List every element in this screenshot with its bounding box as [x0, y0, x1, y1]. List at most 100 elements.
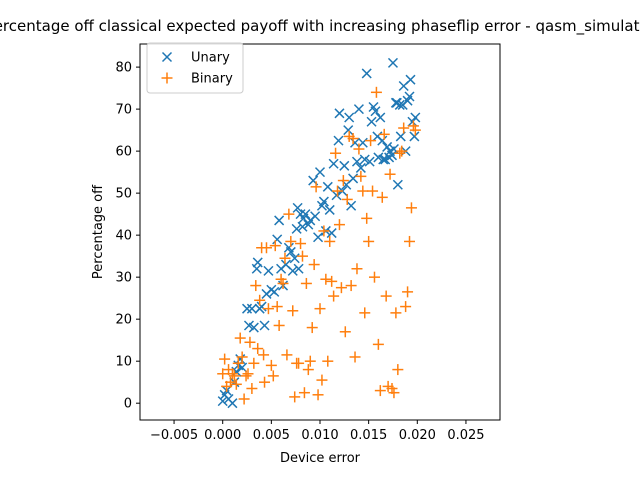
binary-point [394, 147, 406, 159]
unary-point [377, 135, 388, 146]
binary-point [269, 240, 281, 252]
binary-point [332, 185, 344, 197]
unary-point [366, 116, 377, 127]
unary-point [285, 246, 296, 257]
binary-point [337, 175, 349, 187]
binary-point [392, 364, 404, 376]
unary-point [370, 106, 381, 117]
binary-point [242, 368, 254, 380]
binary-point [293, 357, 305, 369]
binary-point [302, 364, 314, 376]
binary-point [271, 301, 283, 313]
binary-point [252, 343, 264, 355]
unary-point [361, 68, 372, 79]
unary-point [263, 265, 274, 276]
binary-point [390, 307, 402, 319]
binary-point [367, 185, 379, 197]
y-tick-label: 20 [115, 313, 132, 328]
unary-point [269, 286, 280, 297]
y-tick-label: 50 [115, 187, 132, 202]
binary-point [368, 271, 380, 283]
unary-point [353, 104, 364, 115]
y-tick-label: 0 [124, 397, 132, 412]
binary-point [316, 374, 328, 386]
binary-point [359, 307, 371, 319]
y-tick-label: 80 [115, 61, 132, 76]
binary-point [372, 338, 384, 350]
unary-point [274, 215, 285, 226]
unary-point [318, 196, 329, 207]
binary-point [250, 280, 262, 292]
binary-point [351, 263, 363, 275]
binary-point [409, 124, 421, 136]
binary-point [402, 286, 414, 298]
binary-point [361, 212, 373, 224]
binary-point [279, 252, 291, 264]
binary-point [405, 202, 417, 214]
binary-point [240, 370, 252, 382]
y-tick-label: 10 [115, 355, 132, 370]
binary-point [230, 378, 242, 390]
unary-point [310, 211, 321, 222]
unary-point [409, 131, 420, 142]
x-tick-label: −0.005 [150, 428, 198, 443]
x-tick-label: 0.010 [301, 428, 338, 443]
binary-point [277, 277, 289, 289]
binary-point [370, 86, 382, 98]
binary-point [363, 235, 375, 247]
binary-point [267, 370, 279, 382]
binary-point [224, 376, 236, 388]
data-points [217, 57, 421, 409]
legend: Unary Binary [146, 42, 244, 94]
binary-point [374, 385, 386, 397]
binary-point [388, 387, 400, 399]
y-tick-label: 60 [115, 145, 132, 160]
unary-point [364, 156, 375, 167]
x-tick-label: 0.015 [350, 428, 387, 443]
binary-point [219, 353, 231, 365]
binary-point [400, 301, 412, 313]
binary-point [273, 319, 285, 331]
binary-point [238, 393, 250, 405]
axes: −0.005 0.000 0.005 0.010 0.015 0.020 0.025 0 10 2… [115, 61, 484, 443]
legend-label-binary: Binary [191, 72, 233, 87]
unary-point [297, 221, 308, 232]
binary-point [244, 336, 256, 348]
binary-point [320, 273, 332, 285]
binary-point [285, 235, 297, 247]
x-tick-label: 0.020 [399, 428, 436, 443]
binary-point [306, 322, 318, 334]
unary-point [256, 301, 267, 312]
binary-point [324, 235, 336, 247]
unary-point [387, 57, 399, 68]
unary-point [346, 200, 357, 211]
plot-frame [139, 43, 501, 421]
chart-title: Percentage off classical expected payoff… [0, 17, 640, 36]
unary-point [237, 362, 248, 373]
unary-point [252, 257, 263, 268]
binary-point [384, 168, 396, 180]
unary-point [300, 209, 311, 220]
binary-point [326, 275, 338, 287]
binary-point [248, 357, 260, 369]
unary-point [241, 303, 253, 314]
unary-point [351, 156, 363, 167]
y-tick-label: 70 [115, 103, 132, 118]
binary-point [281, 349, 293, 361]
unary-point [382, 141, 393, 152]
binary-point [228, 370, 240, 382]
binary-point [289, 391, 301, 403]
binary-point [345, 280, 357, 292]
binary-point [349, 351, 361, 363]
unary-point [291, 223, 302, 234]
binary-point [283, 208, 295, 220]
unary-point [227, 398, 238, 409]
binary-point [304, 355, 316, 367]
x-tick-label: 0.005 [253, 428, 290, 443]
unary-point [314, 167, 326, 178]
binary-point [380, 290, 392, 302]
binary-point [265, 359, 277, 371]
unary-point [287, 265, 298, 276]
unary-point [217, 396, 228, 407]
